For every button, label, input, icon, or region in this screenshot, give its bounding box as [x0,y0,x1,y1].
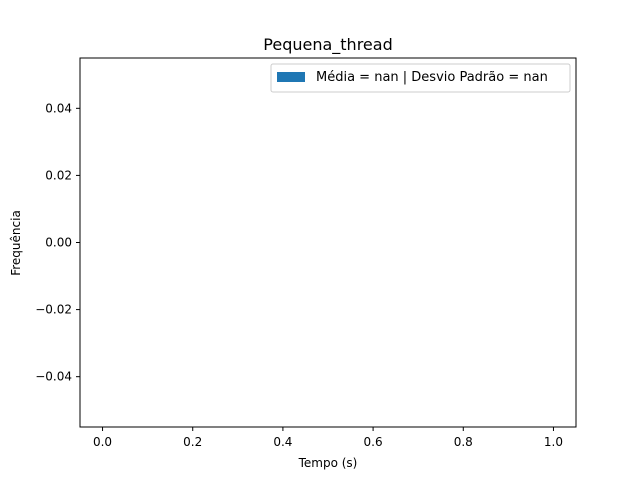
x-tick-label: 0.6 [364,435,383,449]
y-tick-label: 0.04 [45,101,72,115]
x-tick-label: 0.0 [93,435,112,449]
chart-title: Pequena_thread [263,35,392,55]
x-axis-label: Tempo (s) [298,456,358,470]
y-tick-label: −0.02 [35,303,72,317]
x-tick-label: 0.2 [183,435,202,449]
legend-box [270,63,571,93]
plot-area-frame [79,57,577,428]
y-tick-label: 0.00 [45,236,72,250]
y-tick-label: −0.04 [35,370,72,384]
x-axis-ticks: 0.0 0.2 0.4 0.6 0.8 1.0 [93,427,563,449]
legend: Média = nan | Desvio Padrão = nan [270,63,571,93]
y-axis-ticks: 0.04 0.02 0.00 −0.02 −0.04 [35,101,80,384]
y-axis-label: Frequência [9,210,23,276]
x-tick-label: 0.4 [273,435,292,449]
y-tick-label: 0.02 [45,168,72,182]
legend-swatch [277,72,305,82]
x-tick-label: 1.0 [544,435,563,449]
x-tick-label: 0.8 [454,435,473,449]
legend-label: Média = nan | Desvio Padrão = nan [316,70,548,85]
